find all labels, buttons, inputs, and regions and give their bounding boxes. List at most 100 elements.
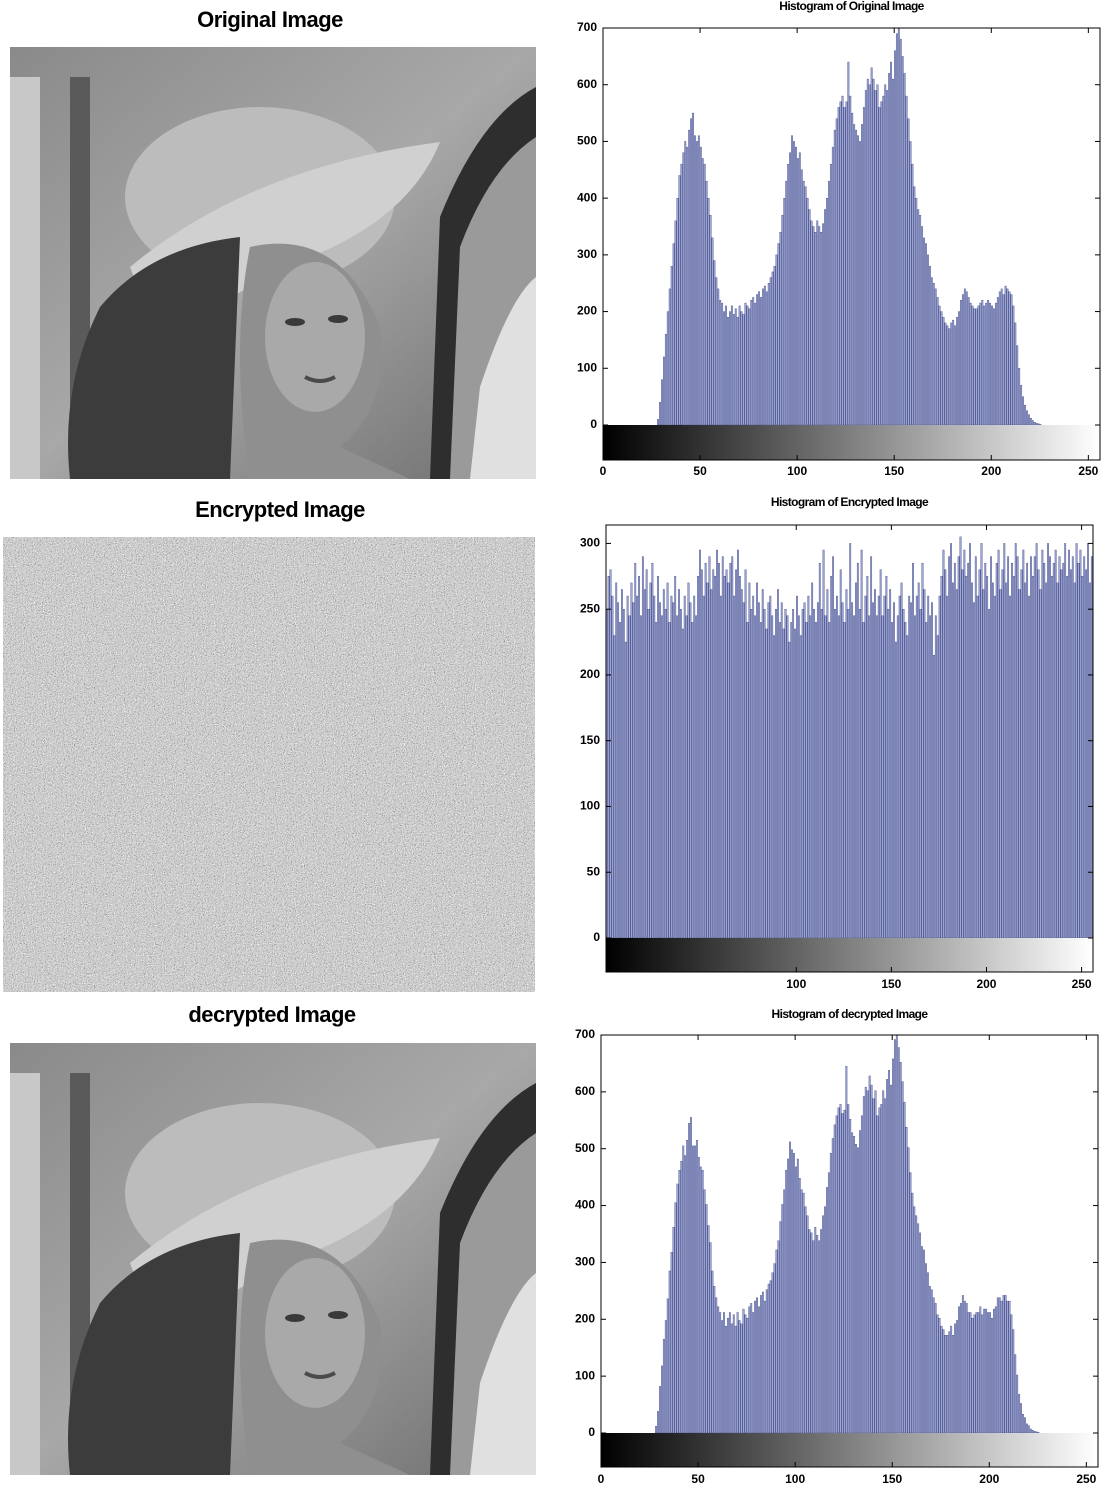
bar [971,1317,974,1434]
bar [740,1323,743,1434]
bar [688,129,691,426]
bar [697,1157,700,1434]
bar [695,615,698,939]
bar [719,1312,722,1434]
bar [820,1229,823,1434]
bar [785,1170,788,1434]
bar [938,305,941,426]
bar [977,1312,980,1434]
original-image [8,45,538,481]
bar [664,334,667,426]
bar [742,314,745,426]
bar [795,146,797,426]
bar [893,602,895,939]
bar [769,277,772,426]
bar [960,300,962,426]
bar [862,107,865,426]
bar [1010,294,1013,426]
bar [870,556,873,939]
bar [754,302,757,426]
bar [721,556,724,939]
bar [780,602,783,939]
bar [998,291,1001,426]
bar [956,317,958,426]
bar [1018,589,1021,939]
bar [895,33,898,426]
bar [824,1206,826,1434]
bar [895,1034,898,1434]
bar [1004,285,1007,426]
bar [855,582,857,939]
bar [847,61,850,426]
bar [756,582,758,939]
bar [808,1229,811,1434]
bar [963,549,966,939]
bar [889,589,892,939]
bar [926,1272,929,1434]
colorbar [603,425,1100,460]
bar [1005,582,1008,939]
bar [961,294,964,426]
bar [974,556,977,939]
bar [763,1300,766,1434]
bar [1027,414,1030,426]
bar [687,582,690,939]
colorbar [601,1433,1098,1467]
bar [684,1155,687,1434]
x-tick-label: 100 [786,977,806,991]
bar [934,615,937,939]
bar [1026,410,1028,426]
bar [793,141,795,426]
y-tick-label: 100 [575,1368,595,1382]
bar [940,576,943,939]
bar [699,1166,702,1434]
bar [881,615,884,939]
bar [824,615,827,939]
y-tick-label: 300 [577,247,597,261]
bar [860,549,863,939]
bar [816,220,819,426]
bar [692,1145,694,1434]
bar [769,1280,772,1434]
bar [942,1329,945,1434]
bar [836,595,838,939]
bar [734,1325,737,1434]
bar [927,595,930,939]
bar [983,305,986,426]
bar [1009,595,1011,939]
bar [868,84,871,426]
bar [754,1300,757,1434]
bar [910,602,912,939]
bar [1089,582,1091,939]
bar [818,1240,821,1434]
bar [874,90,877,426]
bar [657,1411,659,1434]
bar [967,297,970,426]
x-tick-label: 0 [598,1472,605,1486]
bar [761,589,764,939]
bar [837,1107,840,1434]
bar [899,39,902,426]
bar [738,305,741,426]
bar [717,288,720,426]
bar [700,569,703,939]
bar [954,1323,956,1434]
bar [993,595,996,939]
bar [670,1252,673,1434]
bar [971,582,973,939]
bar [761,1291,764,1434]
bar [911,1192,914,1434]
bar [765,1289,768,1434]
bar [697,576,699,939]
bar [678,175,681,426]
bar [936,1314,939,1434]
bar [611,595,614,939]
bar [695,1140,698,1434]
bar [1020,385,1023,426]
bar [662,589,665,939]
bar [792,609,795,939]
bar [1047,543,1049,939]
bar [750,300,753,426]
bar [1066,576,1068,939]
bar [864,90,867,426]
